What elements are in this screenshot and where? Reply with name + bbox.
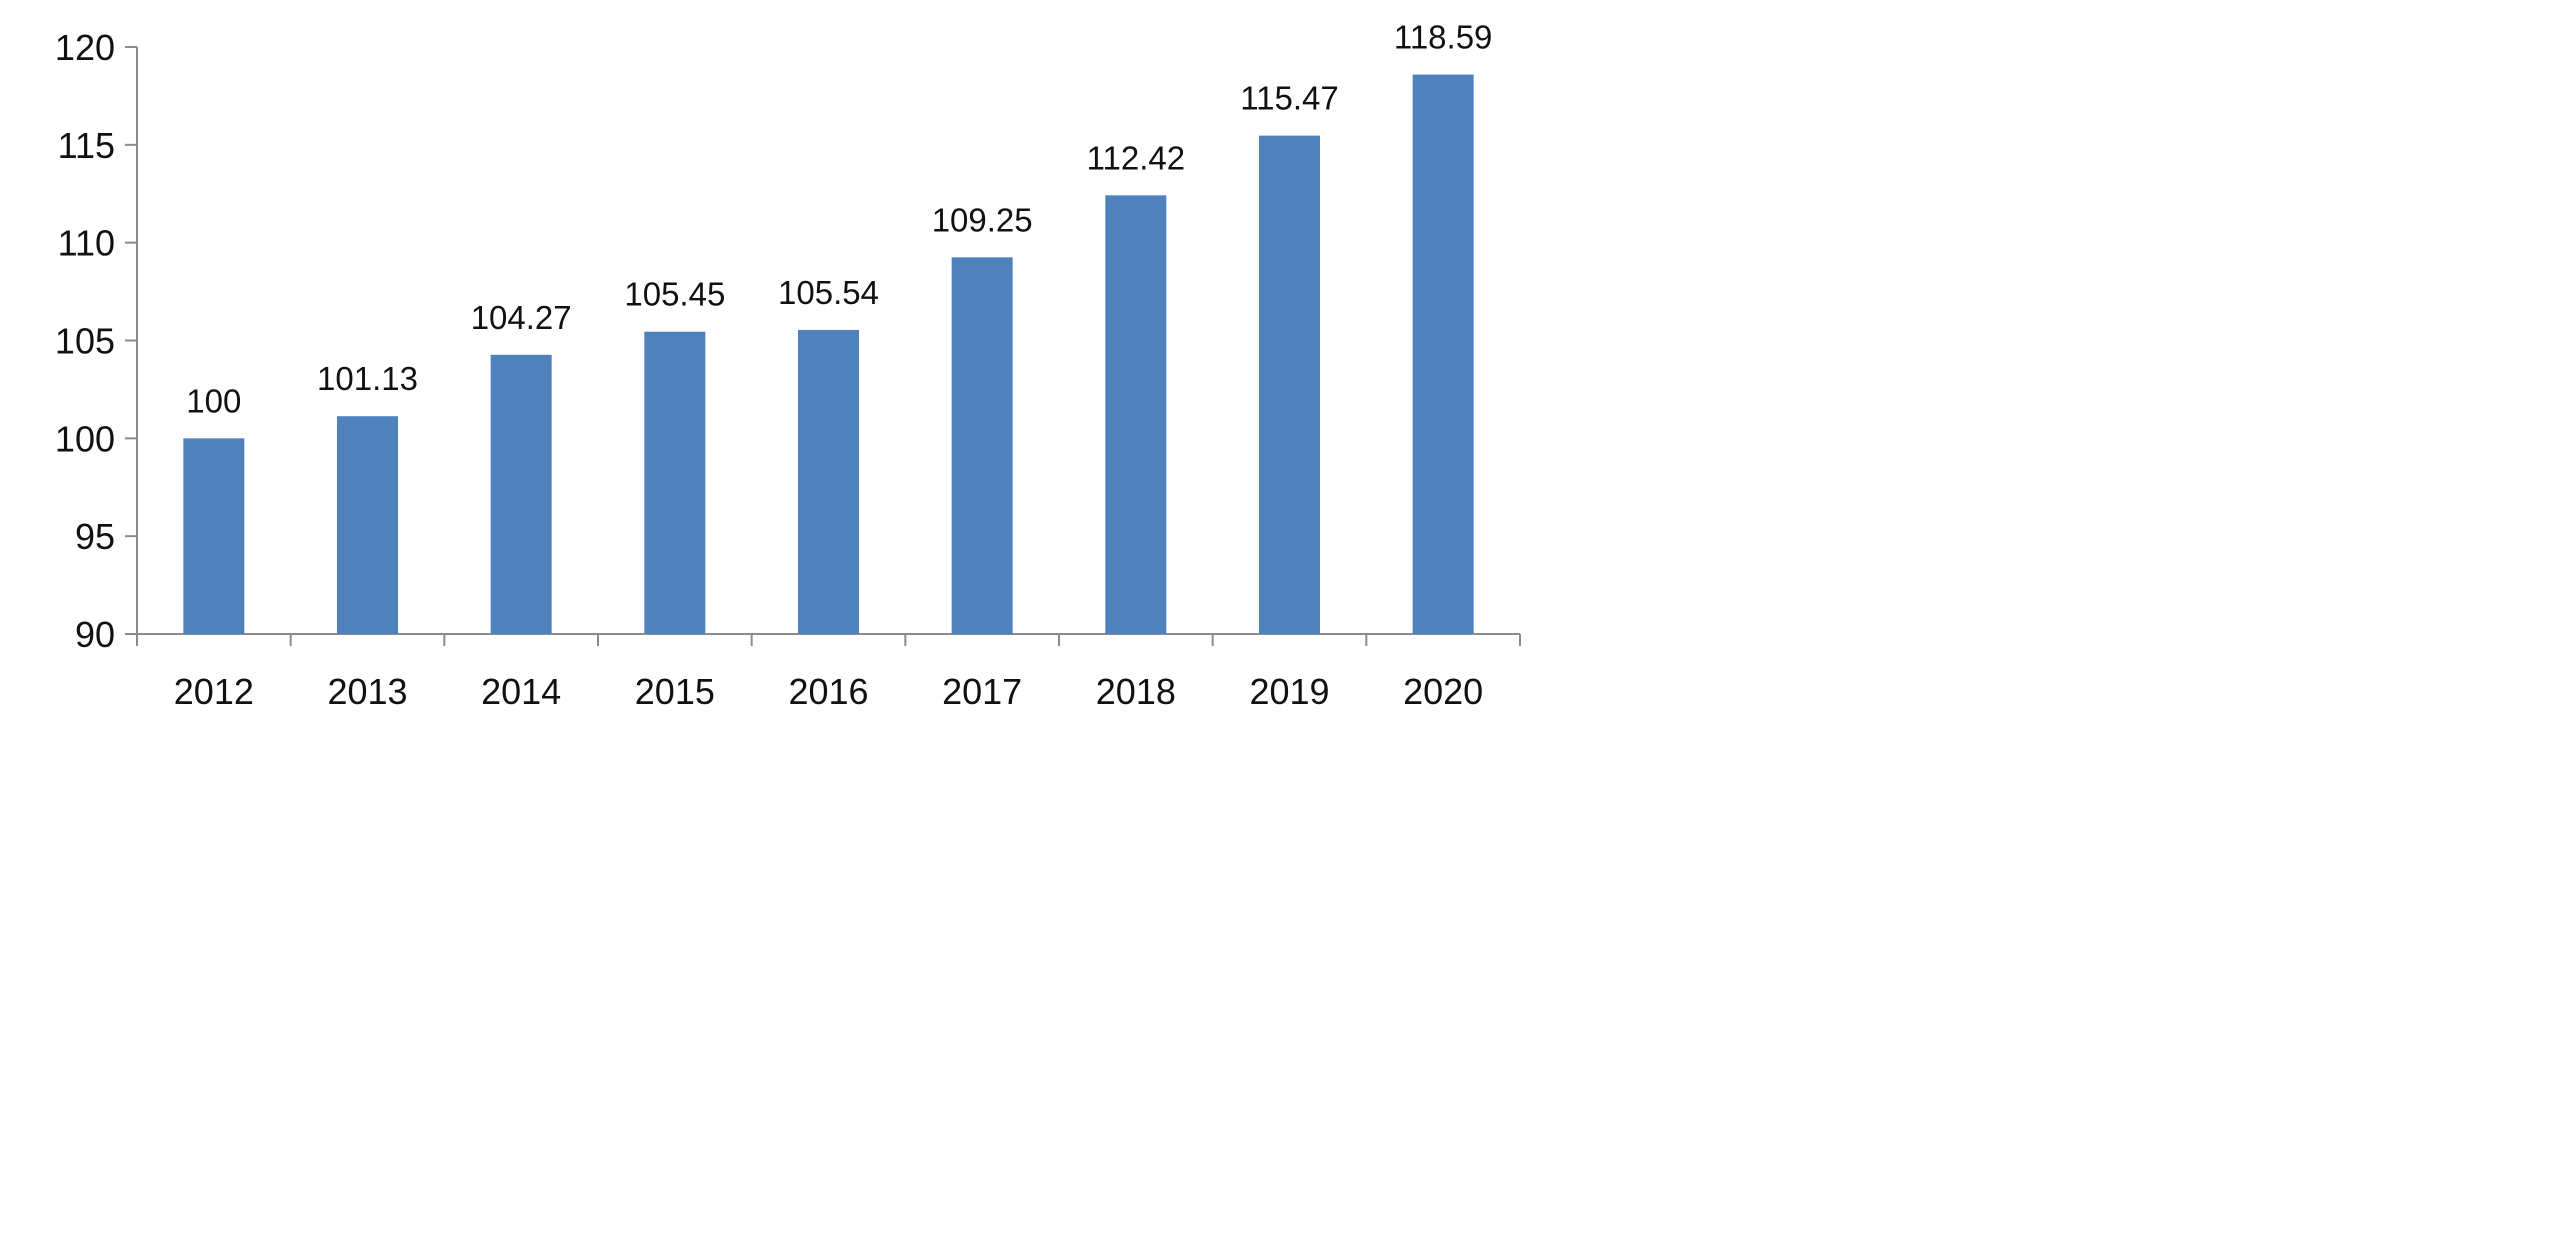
x-tick-label: 2014 bbox=[481, 671, 561, 712]
data-label-2018: 112.42 bbox=[1087, 139, 1185, 176]
y-tick-label: 100 bbox=[55, 418, 115, 459]
x-tick-label: 2013 bbox=[327, 671, 407, 712]
bar-2013 bbox=[337, 416, 398, 634]
data-label-2013: 101.13 bbox=[317, 360, 418, 397]
bar-2018 bbox=[1105, 195, 1167, 634]
y-tick-label: 90 bbox=[75, 614, 115, 655]
y-tick-label: 110 bbox=[58, 223, 115, 264]
data-label-2020: 118.59 bbox=[1394, 19, 1492, 56]
x-tick-label: 2017 bbox=[942, 671, 1022, 712]
bar-2014 bbox=[490, 354, 552, 634]
x-tick-label: 2015 bbox=[635, 671, 715, 712]
bar-2017 bbox=[951, 257, 1013, 634]
x-tick-label: 2019 bbox=[1249, 671, 1329, 712]
y-tick-label: 105 bbox=[55, 321, 115, 362]
bar-2015 bbox=[644, 331, 706, 634]
x-tick-label: 2012 bbox=[174, 671, 254, 712]
y-tick-label: 95 bbox=[75, 516, 115, 557]
bar-series bbox=[183, 74, 1474, 635]
data-label-2017: 109.25 bbox=[932, 201, 1033, 238]
bar-chart: 90 95 100 105 110 115 120 2012 2013 2014 2015 2016… bbox=[0, 0, 1550, 800]
bar-2019 bbox=[1259, 135, 1320, 634]
y-tick-label: 115 bbox=[58, 125, 115, 166]
data-label-2014: 104.27 bbox=[471, 299, 572, 336]
y-tick-label: 120 bbox=[55, 27, 115, 68]
y-axis: 90 95 100 105 110 115 120 bbox=[55, 27, 138, 655]
data-label-2016: 105.54 bbox=[778, 274, 879, 311]
x-axis: 2012 2013 2014 2015 2016 2017 2018 2019 2020 bbox=[136, 633, 1521, 712]
data-labels: 100 101.13 104.27 105.45 105.54 109.25 112.42 1… bbox=[186, 19, 1492, 420]
x-tick-label: 2018 bbox=[1096, 671, 1176, 712]
data-label-2019: 115.47 bbox=[1240, 80, 1338, 117]
bar-2012 bbox=[183, 438, 245, 634]
data-label-2015: 105.45 bbox=[624, 276, 725, 313]
x-tick-label: 2016 bbox=[788, 671, 868, 712]
chart-canvas: 90 95 100 105 110 115 120 2012 2013 2014 2015 2016… bbox=[55, 19, 1521, 712]
data-label-2012: 100 bbox=[186, 382, 241, 419]
bar-2016 bbox=[798, 329, 859, 634]
bar-2020 bbox=[1412, 74, 1474, 635]
x-tick-label: 2020 bbox=[1403, 671, 1483, 712]
